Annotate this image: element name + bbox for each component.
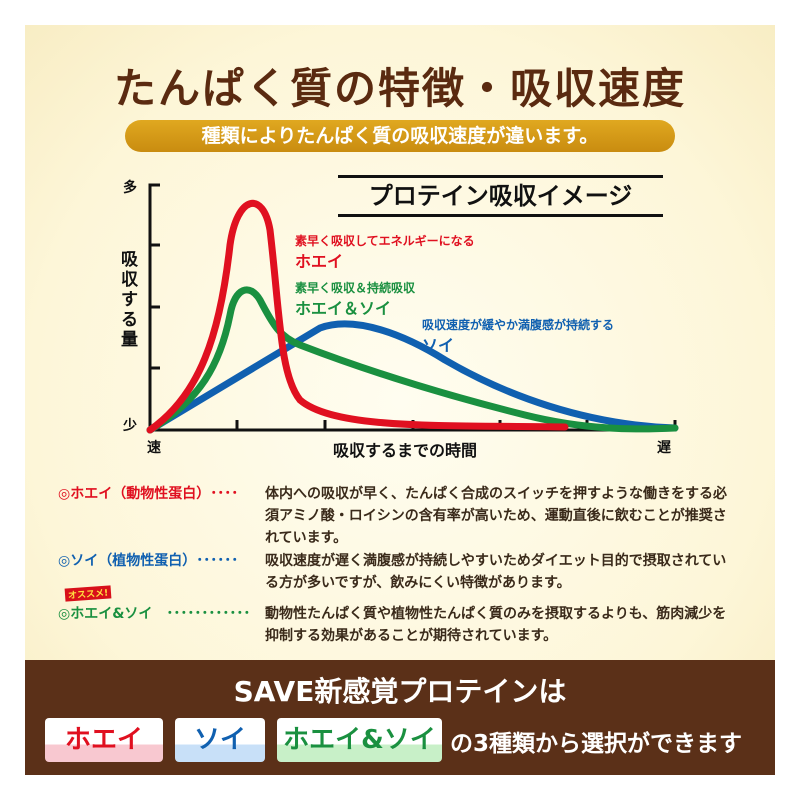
whey-curve <box>146 199 569 434</box>
y-axis-label: 吸収する量 <box>121 250 138 350</box>
banner-title: SAVE新感覚プロテインは <box>233 675 567 708</box>
y-axis-bottom-label: 少 <box>123 418 137 434</box>
whey-description-name: ◎ホエイ（動物性蛋白）････ <box>58 486 239 502</box>
whey-label: ホエイ <box>295 252 344 271</box>
whey-soy-label: ホエイ＆ソイ <box>295 299 392 318</box>
subtitle-bar: 種類によりたんぱく質の吸収速度が違います。 <box>125 120 675 152</box>
whey-note: 素早く吸収してエネルギーになる <box>295 234 475 248</box>
banner-suffix: の3種類から選択ができます <box>450 731 743 757</box>
soy-badge: ソイ <box>175 718 265 762</box>
soy-description-name: ◎ソイ（植物性蛋白）･･････ <box>58 553 239 569</box>
x-axis-label: 吸収するまでの時間 <box>333 441 478 460</box>
chart-heading: プロテイン吸収イメージ <box>338 175 663 217</box>
page-title: たんぱく質の特徴・吸収速度 <box>113 64 686 113</box>
bottom-banner: SAVE新感覚プロテインは ホエイ ソイ ホエイ&ソイ の3種類から選択ができま… <box>25 660 775 775</box>
whey-soy-curve <box>146 286 679 434</box>
whey-soy-description: 動物性たんぱく質や植物性たんぱく質のみを摂取するよりも、筋肉減少を抑制する効果が… <box>265 606 727 644</box>
soy-description: 吸収速度が遅く満腹感が持続しやすいためダイエット目的で摂取されている方が多いです… <box>265 553 727 591</box>
recommended-tag: オススメ! <box>64 585 112 602</box>
y-axis-top-label: 多 <box>123 180 137 196</box>
soy-curve <box>146 320 679 434</box>
x-axis-left-label: 速 <box>147 440 161 456</box>
soy-note: 吸収速度が緩やか満腹感が持続する <box>422 318 615 332</box>
whey-badge: ホエイ <box>45 718 163 762</box>
whey-soy-description-name: ◎ホエイ&ソイ ････････････ <box>58 606 251 622</box>
x-axis-right-label: 遅 <box>657 440 671 456</box>
whey-soy-note: 素早く吸収＆持続吸収 <box>295 281 416 295</box>
absorption-chart <box>146 183 679 434</box>
infographic: たんぱく質の特徴・吸収速度 種類によりたんぱく質の吸収速度が違います。 プロテイ… <box>25 25 775 775</box>
whey-description: 体内への吸収が早く、たんぱく合成のスイッチを押すような働きをする必須アミノ酸・ロ… <box>265 486 727 546</box>
whey-soy-badge: ホエイ&ソイ <box>277 718 442 762</box>
soy-label: ソイ <box>422 336 455 355</box>
